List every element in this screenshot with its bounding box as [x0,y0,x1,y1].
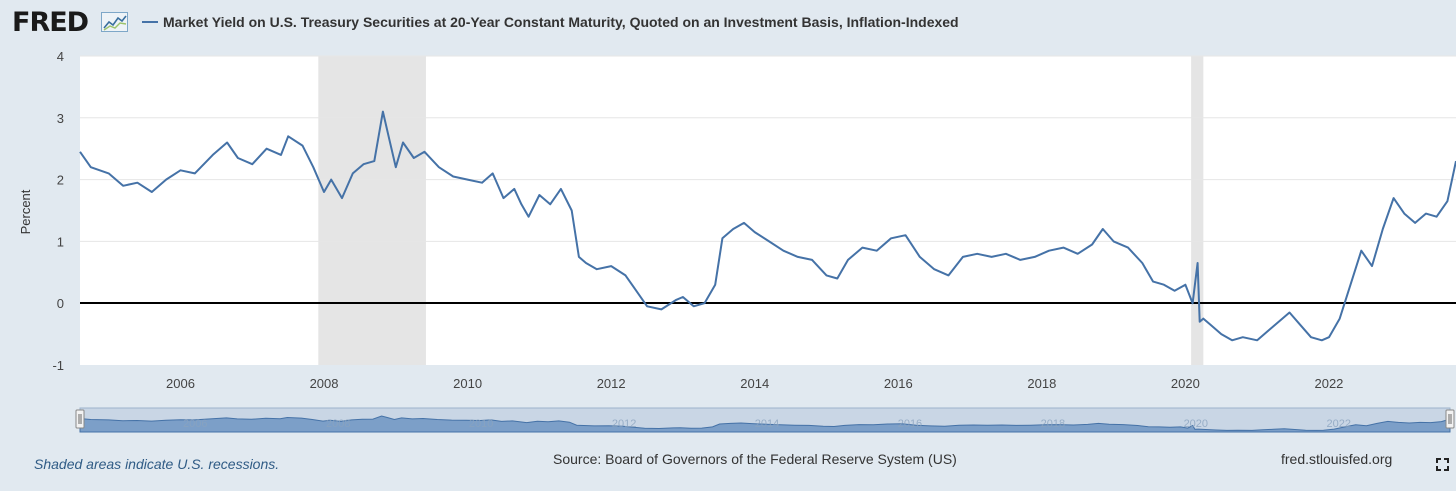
fred-logo-graph-icon [101,12,128,32]
fred-logo[interactable]: FRED [12,7,89,38]
legend-series-swatch [142,21,158,23]
site-link[interactable]: fred.stlouisfed.org [1281,451,1393,467]
y-tick-label: 3 [57,111,64,126]
y-tick-label: 2 [57,173,64,188]
navigator-year-label: 2016 [898,418,922,430]
plot-background [80,56,1456,365]
x-tick-label: 2006 [166,376,195,391]
y-tick-label: 4 [57,49,64,64]
navigator-area [79,415,1451,433]
series-line[interactable] [79,110,1456,342]
navigator-year-label: 2006 [183,418,207,430]
x-tick-label: 2020 [1171,376,1200,391]
navigator-year-label: 2020 [1184,418,1208,430]
fullscreen-icon[interactable] [1436,458,1449,471]
chart-header: FRED Market Yield on U.S. Treasury Secur… [0,0,1456,46]
navigator-year-label: 2008 [326,418,350,430]
navigator-year-label: 2014 [755,418,779,430]
y-tick-label: -1 [52,358,64,373]
y-tick-label: 1 [57,234,64,249]
source-text: Source: Board of Governors of the Federa… [553,451,957,467]
x-tick-label: 2016 [884,376,913,391]
x-tick-label: 2018 [1027,376,1056,391]
navigator-year-labels: 2006 2008 2010 2012 2014 2016 2018 2020 2022 [183,418,1351,430]
recession-note: Shaded areas indicate U.S. recessions. [34,456,280,472]
navigator-year-label: 2012 [612,418,636,430]
navigator-year-label: 2022 [1327,418,1351,430]
range-navigator[interactable]: 2006 2008 2010 2012 2014 2016 2018 2020 2022 [75,407,1455,433]
x-tick-label: 2022 [1314,376,1343,391]
recession-band-1 [1191,56,1204,365]
y-gridlines [80,55,1456,242]
y-axis-labels: -1 0 1 2 3 4 [52,49,64,373]
navigator-year-label: 2018 [1041,418,1065,430]
recession-band-0 [318,56,426,365]
x-axis-labels: 2006 2008 2010 2012 2014 2016 2018 2020 2022 [166,376,1343,391]
y-tick-label: 0 [57,296,64,311]
navigator-left-handle[interactable] [75,409,85,429]
navigator-right-handle[interactable] [1445,409,1455,429]
chart-title: Market Yield on U.S. Treasury Securities… [163,14,959,30]
y-axis-title: Percent [18,189,33,234]
recession-shading [318,56,1204,365]
x-tick-label: 2010 [453,376,482,391]
x-tick-label: 2012 [597,376,626,391]
x-tick-label: 2008 [310,376,339,391]
navigator-year-label: 2010 [469,418,493,430]
x-tick-label: 2014 [740,376,769,391]
